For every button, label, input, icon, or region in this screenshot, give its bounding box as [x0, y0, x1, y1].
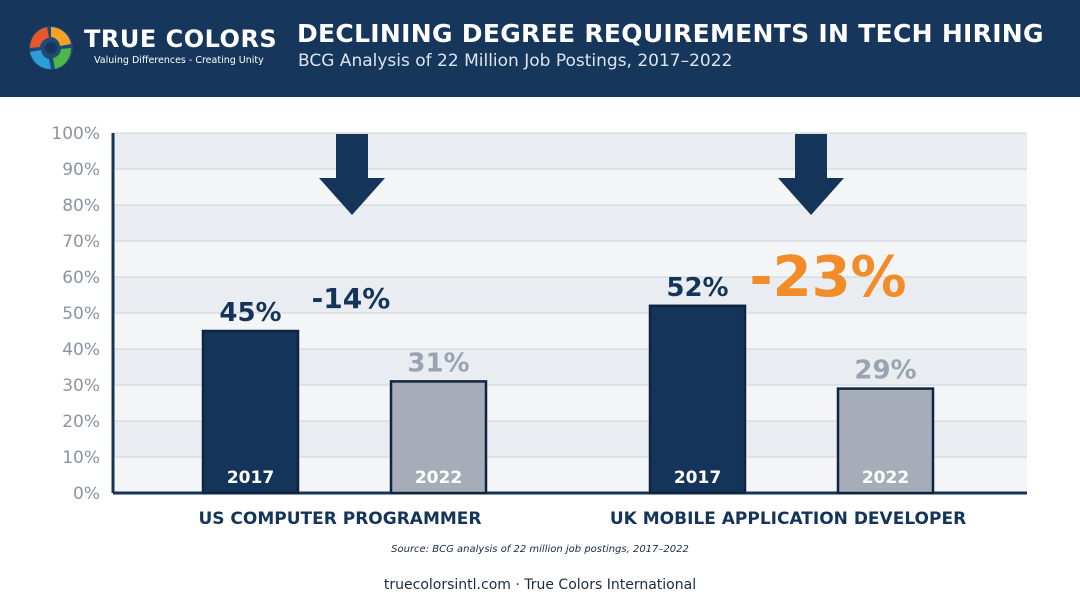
- change-label: -14%: [312, 282, 391, 315]
- y-tick-label: 10%: [62, 448, 100, 468]
- bar-value-label: 52%: [666, 273, 728, 303]
- source-note: Source: BCG analysis of 22 million job p…: [391, 544, 689, 555]
- page-title: DECLINING DEGREE REQUIREMENTS IN TECH HI…: [297, 19, 1044, 48]
- page-subtitle: BCG Analysis of 22 Million Job Postings,…: [298, 51, 733, 71]
- y-tick-label: 100%: [51, 124, 100, 144]
- bar-2017: [648, 304, 747, 495]
- y-tick-label: 0%: [73, 484, 100, 504]
- bar-2022: [389, 380, 488, 495]
- y-tick-label: 80%: [62, 196, 100, 216]
- bar-value-label: 45%: [219, 298, 281, 328]
- category-label: US COMPUTER PROGRAMMER: [198, 509, 481, 529]
- logo-name: TRUE COLORS: [84, 25, 278, 53]
- footer-text: truecolorsintl.com · True Colors Interna…: [383, 577, 697, 593]
- down-arrow-icon: [778, 134, 844, 215]
- y-tick-label: 60%: [62, 268, 100, 288]
- y-tick-label: 40%: [62, 340, 100, 360]
- logo-icon: [29, 26, 73, 70]
- y-tick-label: 90%: [62, 160, 100, 180]
- bar-year-label: 2017: [674, 468, 721, 488]
- grid-band: [113, 205, 1027, 241]
- grid-band: [113, 277, 1027, 313]
- y-tick-label: 20%: [62, 412, 100, 432]
- bar-chart: 0% 10% 20% 30% 40% 50% 60% 70% 80% 90% 100% 45% 2017…: [51, 124, 1027, 529]
- y-tick-label: 50%: [62, 304, 100, 324]
- grid-band: [113, 169, 1027, 205]
- bar-year-label: 2022: [415, 468, 462, 488]
- header-banner: TRUE COLORS Valuing Differences - Creati…: [0, 0, 1080, 97]
- bar-value-label: 29%: [854, 356, 916, 386]
- bar-value-label: 31%: [407, 348, 469, 378]
- bar-year-label: 2017: [227, 468, 274, 488]
- y-tick-label: 70%: [62, 232, 100, 252]
- grid-band: [113, 133, 1027, 169]
- down-arrow-icon: [319, 134, 385, 215]
- bar-year-label: 2022: [862, 468, 909, 488]
- category-label: UK MOBILE APPLICATION DEVELOPER: [610, 509, 966, 529]
- bar-2022: [836, 387, 935, 495]
- grid-band: [113, 241, 1027, 277]
- logo-tagline: Valuing Differences - Creating Unity: [94, 55, 264, 66]
- y-tick-label: 30%: [62, 376, 100, 396]
- bar-2017: [201, 329, 300, 495]
- change-label: -23%: [749, 245, 906, 310]
